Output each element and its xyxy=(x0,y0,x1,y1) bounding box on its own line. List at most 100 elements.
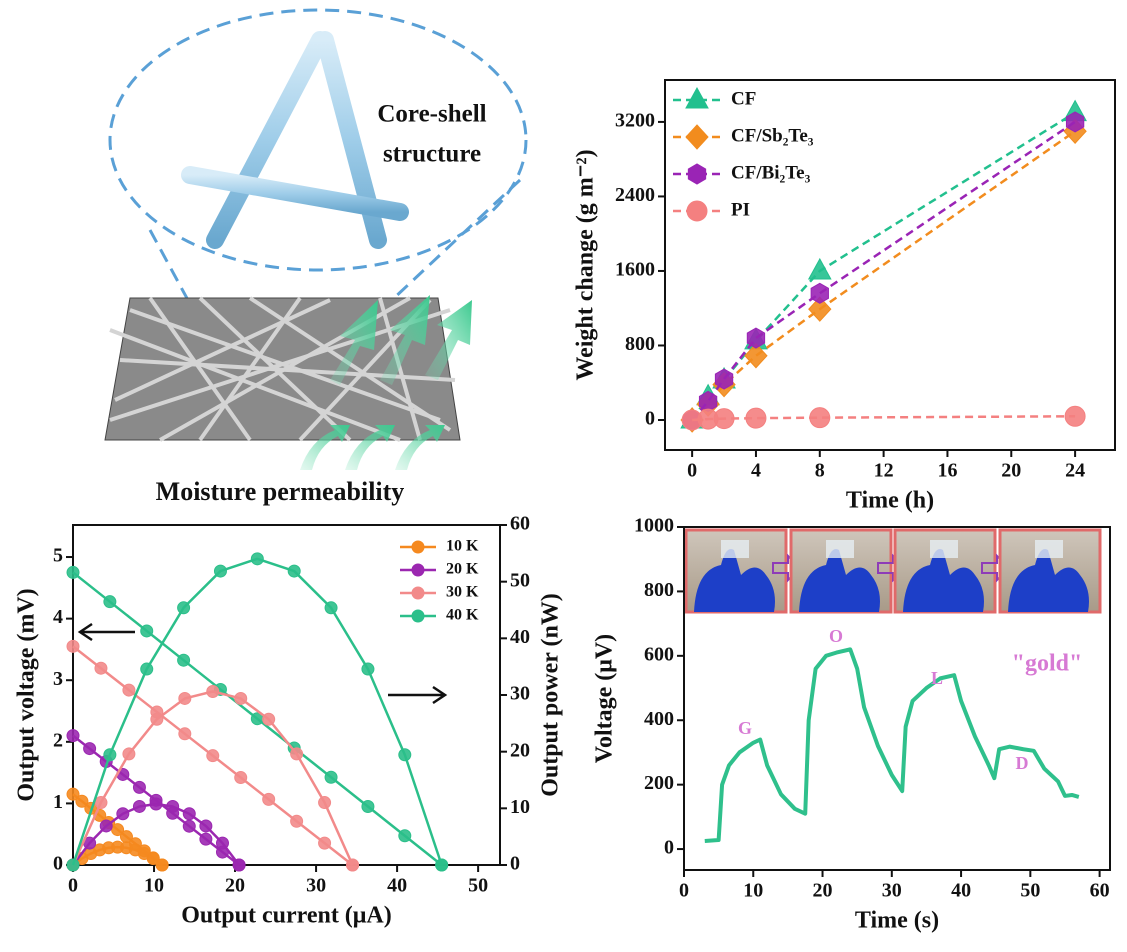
marker xyxy=(411,540,425,554)
marker xyxy=(178,691,192,705)
marker xyxy=(318,796,332,810)
marker xyxy=(213,564,227,578)
y2-tick-label: 0 xyxy=(510,853,520,875)
sensor xyxy=(721,540,749,558)
legend-label: PI xyxy=(731,199,750,220)
y-tick-label: 3200 xyxy=(615,110,655,132)
marker xyxy=(807,257,832,280)
y-tick-label: 1600 xyxy=(615,259,655,281)
marker xyxy=(435,858,449,872)
illustration-caption: Moisture permeability xyxy=(156,477,405,506)
zoom-ellipse xyxy=(108,8,528,272)
marker xyxy=(94,796,108,810)
marker xyxy=(1065,111,1085,133)
x-tick-label: 10 xyxy=(743,880,763,902)
marker xyxy=(685,124,709,150)
y2-tick-label: 50 xyxy=(510,569,530,591)
marker xyxy=(324,770,338,784)
y-tick-label: 800 xyxy=(625,333,655,355)
marker xyxy=(103,595,117,609)
marker xyxy=(411,609,425,623)
x-tick-label: 0 xyxy=(68,875,78,897)
photo-inset xyxy=(684,528,1102,614)
fiber-rod xyxy=(206,31,329,249)
y-tick-label: 400 xyxy=(644,708,674,730)
y-tick-label: 1000 xyxy=(634,515,674,537)
marker xyxy=(116,807,130,821)
marker xyxy=(66,565,80,579)
y2-tick-label: 10 xyxy=(510,796,530,818)
y-tick-label: 800 xyxy=(644,579,674,601)
marker xyxy=(234,691,248,705)
marker xyxy=(324,601,338,615)
marker xyxy=(346,858,360,872)
x-tick-label: 20 xyxy=(1001,460,1021,482)
marker xyxy=(66,639,80,653)
legend-label: CF xyxy=(731,88,756,109)
annotation: L xyxy=(931,668,943,688)
x-tick-label: 24 xyxy=(1065,460,1085,482)
y-tick-label: 1 xyxy=(53,791,63,813)
marker xyxy=(155,858,169,872)
marker xyxy=(177,653,191,667)
marker xyxy=(149,797,163,811)
plot-frame xyxy=(683,526,1111,871)
marker xyxy=(182,807,196,821)
marker xyxy=(714,368,734,390)
marker xyxy=(687,163,707,185)
legend-label: CF/Bi₂Te₃ xyxy=(731,162,811,183)
y-tick-label: 2400 xyxy=(615,184,655,206)
y-tick-label: 2 xyxy=(53,729,63,751)
x-tick-label: 0 xyxy=(687,460,697,482)
marker xyxy=(103,748,117,762)
marker xyxy=(290,814,304,828)
marker xyxy=(66,787,80,801)
marker xyxy=(199,832,213,846)
marker xyxy=(150,712,164,726)
y-tick-label: 3 xyxy=(53,668,63,690)
series-line xyxy=(691,111,1076,421)
y-axis-label: Weight change (g m⁻²) xyxy=(573,149,599,380)
x-tick-label: 20 xyxy=(225,875,245,897)
sensor xyxy=(930,540,958,558)
y-tick-label: 0 xyxy=(53,853,63,875)
marker xyxy=(66,729,80,743)
illustration-label: structure xyxy=(383,141,481,168)
marker xyxy=(132,799,146,813)
glove xyxy=(799,549,880,612)
illustration: Core-shell structure Moisture permeabili… xyxy=(104,8,528,506)
marker xyxy=(94,661,108,675)
x-tick-label: 40 xyxy=(387,875,407,897)
marker xyxy=(146,852,160,866)
marker xyxy=(808,296,832,322)
fiber-rod xyxy=(181,166,409,221)
marker xyxy=(810,282,829,304)
marker xyxy=(140,624,154,638)
sensor xyxy=(826,540,854,558)
marker xyxy=(262,712,276,726)
x-tick-label: 16 xyxy=(937,460,957,482)
x-axis-label: Time (s) xyxy=(855,908,939,934)
marker xyxy=(75,794,89,808)
sensor xyxy=(1035,540,1063,558)
moisture-arrows xyxy=(300,295,472,470)
marker xyxy=(250,552,264,566)
x-tick-label: 40 xyxy=(951,880,971,902)
marker xyxy=(199,819,213,833)
y-axis-label: Voltage (μV) xyxy=(592,634,618,763)
series-line xyxy=(71,690,354,866)
x-tick-label: 30 xyxy=(306,875,326,897)
series-line xyxy=(704,647,1080,844)
marker xyxy=(287,564,301,578)
y-tick-label: 200 xyxy=(644,772,674,794)
x-tick-label: 50 xyxy=(1020,880,1040,902)
marker xyxy=(361,662,375,676)
glove xyxy=(694,549,775,612)
annotation: G xyxy=(738,718,752,738)
annotation: O xyxy=(829,626,843,646)
illustration-label: Core-shell xyxy=(377,101,486,128)
marker xyxy=(685,86,709,109)
marker xyxy=(318,836,332,850)
legend-label: 30 K xyxy=(446,584,479,601)
x-tick-label: 12 xyxy=(874,460,894,482)
